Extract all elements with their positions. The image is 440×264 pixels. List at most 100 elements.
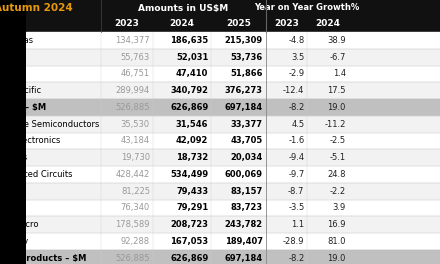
Text: 24.8: 24.8	[327, 170, 346, 179]
Bar	[26, 149, 440, 166]
Bar	[26, 200, 440, 216]
Text: 19.0: 19.0	[327, 254, 346, 263]
Text: -9.4: -9.4	[288, 153, 304, 162]
Text: 47,410: 47,410	[176, 69, 208, 78]
Text: 76,340: 76,340	[121, 203, 150, 212]
Text: 697,184: 697,184	[225, 254, 263, 263]
Bar	[26, 65, 440, 82]
Text: -2.5: -2.5	[330, 136, 346, 145]
Text: 626,869: 626,869	[170, 103, 208, 112]
Text: 92,288: 92,288	[121, 237, 150, 246]
Text: 208,723: 208,723	[170, 220, 208, 229]
Text: -28.9: -28.9	[283, 237, 304, 246]
Text: 178,589: 178,589	[115, 220, 150, 229]
Text: 20,034: 20,034	[231, 153, 263, 162]
Text: 2024: 2024	[315, 20, 341, 29]
Bar	[26, 216, 440, 233]
Bar	[26, 166, 440, 183]
Text: 2023: 2023	[114, 20, 139, 29]
Text: 4.5: 4.5	[291, 120, 304, 129]
Text: 340,792: 340,792	[170, 86, 208, 95]
Text: 189,407: 189,407	[225, 237, 263, 246]
Text: -11.2: -11.2	[324, 120, 346, 129]
Text: Discrete Semiconductors: Discrete Semiconductors	[0, 120, 100, 129]
Text: Analog: Analog	[0, 187, 24, 196]
Text: -8.2: -8.2	[288, 103, 304, 112]
Text: 17.5: 17.5	[327, 86, 346, 95]
Text: 167,053: 167,053	[170, 237, 208, 246]
Text: -12.4: -12.4	[283, 86, 304, 95]
Text: 1.1: 1.1	[291, 220, 304, 229]
Text: -5.1: -5.1	[330, 153, 346, 162]
Text: 3.5: 3.5	[291, 53, 304, 62]
Text: Logic: Logic	[0, 203, 16, 212]
Text: 376,273: 376,273	[225, 86, 263, 95]
Text: 186,635: 186,635	[170, 36, 208, 45]
Text: Sensors: Sensors	[0, 153, 28, 162]
Text: 83,723: 83,723	[231, 203, 263, 212]
Text: 626,869: 626,869	[170, 254, 208, 263]
Text: Amounts in US$M: Amounts in US$M	[138, 3, 228, 12]
Text: Memory: Memory	[0, 237, 29, 246]
Text: 38.9: 38.9	[327, 36, 346, 45]
Text: 81,225: 81,225	[121, 187, 150, 196]
Text: -2.9: -2.9	[288, 69, 304, 78]
Text: Asia Pacific: Asia Pacific	[0, 86, 42, 95]
Text: MOS Micro: MOS Micro	[0, 220, 39, 229]
Text: 53,736: 53,736	[231, 53, 263, 62]
Text: Total Products – $M: Total Products – $M	[0, 254, 87, 263]
Text: 35,530: 35,530	[121, 120, 150, 129]
Text: 81.0: 81.0	[327, 237, 346, 246]
Text: 2024: 2024	[169, 20, 194, 29]
Text: 428,442: 428,442	[116, 170, 150, 179]
Text: -8.7: -8.7	[288, 187, 304, 196]
Bar	[26, 49, 440, 65]
Bar	[26, 82, 440, 99]
Text: World – $M: World – $M	[0, 103, 47, 112]
Text: 19,730: 19,730	[121, 153, 150, 162]
Text: 31,546: 31,546	[176, 120, 208, 129]
Text: 2025: 2025	[226, 20, 251, 29]
Text: Autumn 2024: Autumn 2024	[0, 3, 73, 13]
Text: -2.2: -2.2	[330, 187, 346, 196]
Text: Japan: Japan	[0, 69, 18, 78]
Bar	[26, 0, 440, 16]
Text: 79,291: 79,291	[176, 203, 208, 212]
Text: 43,705: 43,705	[231, 136, 263, 145]
Text: Optoelectronics: Optoelectronics	[0, 136, 61, 145]
Text: 289,994: 289,994	[116, 86, 150, 95]
Text: 534,499: 534,499	[170, 170, 208, 179]
Text: 52,031: 52,031	[176, 53, 208, 62]
Text: 55,763: 55,763	[121, 53, 150, 62]
Text: 526,885: 526,885	[115, 254, 150, 263]
Text: 215,309: 215,309	[225, 36, 263, 45]
Text: 526,885: 526,885	[115, 103, 150, 112]
Text: 33,377: 33,377	[231, 120, 263, 129]
Text: 1.4: 1.4	[333, 69, 346, 78]
Bar	[26, 250, 440, 264]
Text: 134,377: 134,377	[115, 36, 150, 45]
Text: 18,732: 18,732	[176, 153, 208, 162]
Text: 51,866: 51,866	[231, 69, 263, 78]
Text: -3.5: -3.5	[288, 203, 304, 212]
Text: 46,751: 46,751	[121, 69, 150, 78]
Text: 697,184: 697,184	[225, 103, 263, 112]
Text: 16.9: 16.9	[327, 220, 346, 229]
Bar	[26, 32, 440, 49]
Text: Integrated Circuits: Integrated Circuits	[0, 170, 73, 179]
Text: -4.8: -4.8	[288, 36, 304, 45]
Text: -8.2: -8.2	[288, 254, 304, 263]
Text: 43,184: 43,184	[121, 136, 150, 145]
Text: 83,157: 83,157	[231, 187, 263, 196]
Text: -9.7: -9.7	[288, 170, 304, 179]
Text: Americas: Americas	[0, 36, 33, 45]
Text: 79,433: 79,433	[176, 187, 208, 196]
Text: Year on Year Growth%: Year on Year Growth%	[255, 3, 360, 12]
Text: 2023: 2023	[274, 20, 299, 29]
Text: -6.7: -6.7	[330, 53, 346, 62]
Text: 19.0: 19.0	[327, 103, 346, 112]
Bar	[26, 16, 440, 32]
Text: 42,092: 42,092	[176, 136, 208, 145]
Bar	[26, 133, 440, 149]
Text: 243,782: 243,782	[225, 220, 263, 229]
